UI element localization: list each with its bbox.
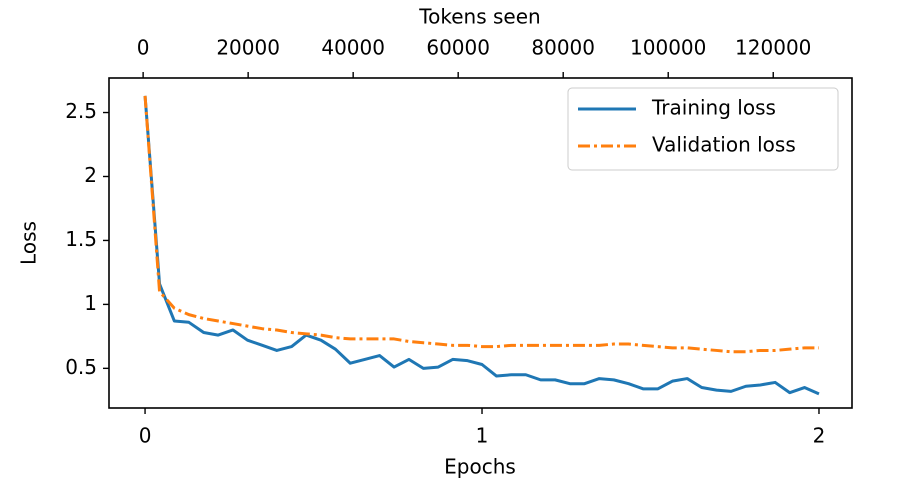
x-tick-label: 2 <box>813 424 826 448</box>
series-line <box>143 95 820 396</box>
x2-tick-label: 80000 <box>531 36 595 60</box>
y-tick-label: 2.5 <box>65 99 97 123</box>
y-tick-label: 1 <box>84 291 97 315</box>
y-tick-label: 2 <box>84 163 97 187</box>
x2-tick-label: 60000 <box>426 36 490 60</box>
x-tick-label: 0 <box>139 424 152 448</box>
x-axis-label: Epochs <box>444 455 516 479</box>
axes-frame <box>108 77 853 409</box>
x2-axis-label: Tokens seen <box>418 5 540 29</box>
y-tick-label: 1.5 <box>65 227 97 251</box>
legend-label: Training loss <box>651 96 776 120</box>
y-axis-label: Loss <box>17 221 41 265</box>
x2-tick-label: 20000 <box>216 36 280 60</box>
x2-tick-label: 120000 <box>735 36 811 60</box>
x2-tick-label: 100000 <box>630 36 706 60</box>
series-line <box>143 95 819 354</box>
x2-tick-label: 40000 <box>321 36 385 60</box>
x-tick-label: 1 <box>476 424 489 448</box>
legend-label: Validation loss <box>652 133 796 157</box>
y-tick-label: 0.5 <box>65 355 97 379</box>
x2-tick-label: 0 <box>137 36 150 60</box>
